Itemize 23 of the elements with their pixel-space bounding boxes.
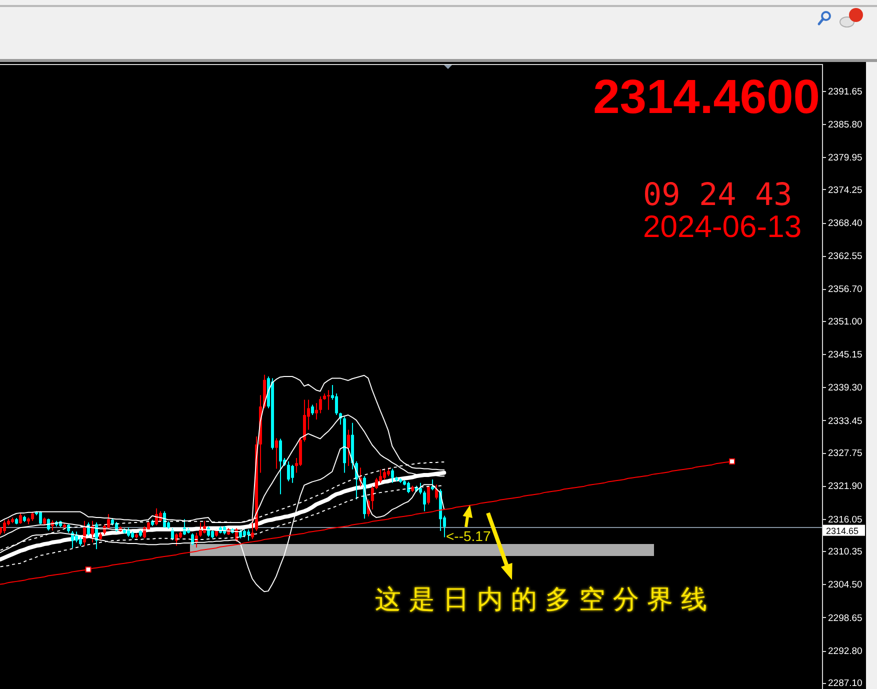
ytick-label: 2356.70 [828,284,862,296]
ytick-label: 2333.45 [828,416,862,427]
ytick-label: 2292.80 [828,646,862,657]
ytick-label: 2298.65 [828,612,862,624]
ytick-label: 2351.00 [828,316,862,328]
ytick-label: 2385.80 [828,119,862,130]
annotation: 这是日内的多空分界线 [375,585,715,615]
ytick-label: 2345.15 [828,350,862,361]
ytick-label: 2391.65 [828,86,862,98]
ytick-label: 2327.75 [828,448,862,460]
ytick-label: 2374.25 [828,184,862,196]
ytick-label: 2304.50 [828,580,862,591]
ytick-label: 2310.35 [828,546,862,558]
ytick-label: 2316.05 [828,514,862,526]
ref-label: 2314.65 [826,526,859,536]
annotation: 2314.4600 [593,71,820,124]
ytick-label: 2368.40 [828,218,862,229]
ytick-label: 2339.30 [828,382,862,394]
ytick-label: 2379.95 [828,152,862,164]
ytick-label: 2287.10 [828,678,862,689]
ytick-label: 2362.55 [828,251,862,262]
ytick-label: 2321.90 [828,481,862,492]
annotation: <--5.17 [446,528,491,544]
